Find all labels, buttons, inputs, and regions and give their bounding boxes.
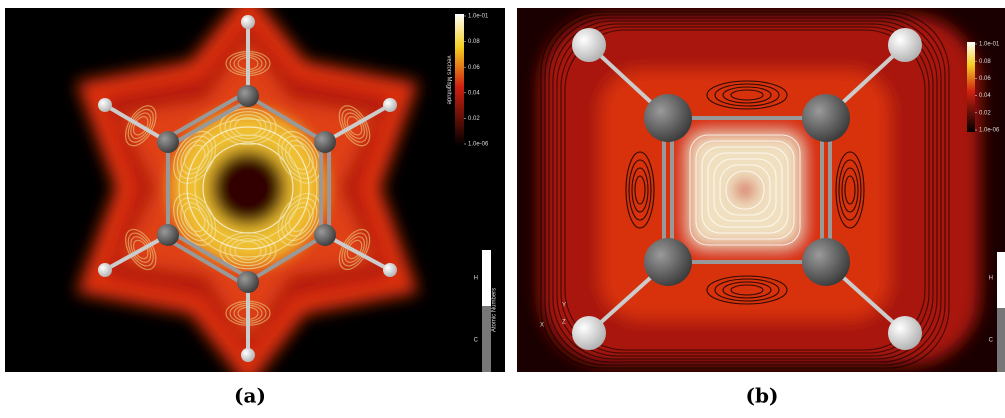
density-glow — [540, 15, 980, 365]
tick-label: 1.0e-06 — [468, 142, 489, 148]
carbon-atom — [802, 238, 850, 286]
hydrogen-atom — [98, 98, 112, 112]
hydrogen-atom — [888, 28, 922, 62]
legend-swatch-h — [997, 252, 1005, 308]
tick-label: 0.06 — [468, 65, 480, 71]
tick-label: 0.08 — [979, 59, 991, 65]
panel-b-image: X Y Z — [517, 8, 1005, 372]
tick-label: 0.02 — [468, 116, 480, 122]
tick-label: 0.04 — [979, 93, 991, 99]
legend-swatch-h — [482, 250, 491, 306]
center-spot — [735, 180, 755, 200]
hydrogen-atom — [572, 28, 606, 62]
tick-label: 0.08 — [468, 39, 480, 45]
axis-label: Y — [562, 303, 566, 309]
panel-label: (b) — [746, 384, 779, 408]
carbon-atom — [314, 131, 336, 153]
tick-label: 0.06 — [979, 76, 991, 82]
carbon-atom — [237, 85, 259, 107]
colorbar — [455, 14, 464, 146]
axis-label: Z — [562, 320, 566, 326]
legend-swatch-c — [997, 308, 1005, 372]
tick-label: 1.0e-06 — [979, 128, 1000, 134]
legend-item: H — [474, 276, 478, 282]
tick-label: 0.02 — [979, 110, 991, 116]
carbon-atom — [157, 224, 179, 246]
legend-item: H — [989, 276, 993, 282]
carbon-atom — [644, 238, 692, 286]
tick-label: 1.0e-01 — [979, 42, 1000, 48]
legend-item: C — [989, 338, 994, 344]
carbon-atom — [237, 271, 259, 293]
tick-label: 0.04 — [468, 90, 480, 96]
hydrogen-atom — [241, 15, 255, 29]
legend-item: C — [474, 338, 479, 344]
carbon-atom — [644, 94, 692, 142]
carbon-atom — [314, 224, 336, 246]
panel-a-image — [5, 5, 505, 372]
hydrogen-atom — [98, 263, 112, 277]
hydrogen-atom — [241, 348, 255, 362]
figure: vectors Magnitude 1.0e-01 0.08 0.06 0.04 0.0… — [0, 0, 1005, 414]
hydrogen-atom — [383, 263, 397, 277]
axis-label: X — [540, 323, 544, 329]
colorbar-title: vectors Magnitude — [445, 55, 451, 105]
hydrogen-atom — [888, 316, 922, 350]
legend-swatch-c — [482, 306, 491, 372]
panel-label: (a) — [234, 384, 266, 408]
tick-label: 1.0e-01 — [468, 14, 489, 20]
carbon-atom — [802, 94, 850, 142]
colorbar — [967, 42, 975, 132]
hydrogen-atom — [572, 316, 606, 350]
hydrogen-atom — [383, 98, 397, 112]
carbon-atom — [157, 131, 179, 153]
center-hole — [210, 150, 286, 226]
legend-title: Atomic Numbers — [492, 288, 498, 332]
